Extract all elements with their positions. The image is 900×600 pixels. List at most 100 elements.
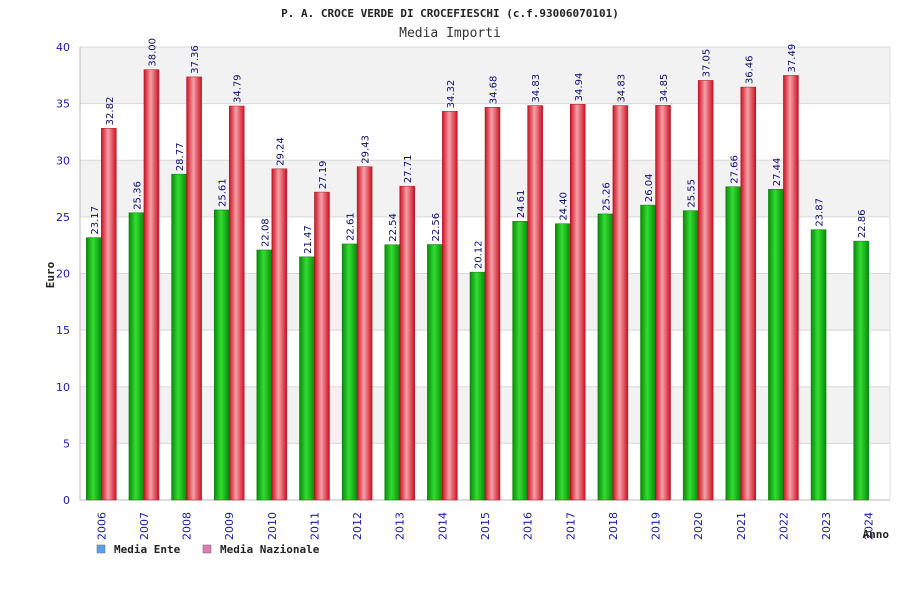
x-tick-label: 2014 [436, 512, 449, 540]
data-label-media-ente-2012: 22.61 [346, 212, 357, 241]
y-tick-label: 15 [56, 324, 70, 337]
y-tick-label: 30 [56, 154, 70, 167]
bar-media-ente-2018 [597, 213, 614, 501]
bar-media-nazionale-2009 [228, 105, 245, 501]
data-label-media-nazionale-2018: 34.83 [616, 74, 627, 103]
data-label-media-ente-2023: 23.87 [815, 198, 826, 227]
bar-media-nazionale-2006 [101, 128, 117, 501]
y-tick-label: 40 [56, 41, 70, 54]
legend-swatch-media-ente [96, 544, 106, 554]
bar-media-nazionale-2021 [740, 86, 757, 501]
data-label-media-ente-2021: 27.66 [729, 155, 740, 184]
data-label-media-nazionale-2020: 37.05 [702, 49, 713, 78]
data-label-media-ente-2011: 21.47 [303, 225, 314, 254]
data-label-media-ente-2009: 25.61 [218, 178, 229, 207]
bar-media-ente-2008 [171, 173, 187, 501]
x-tick-label: 2008 [181, 512, 194, 540]
bar-media-nazionale-2012 [356, 166, 373, 501]
x-tick-label: 2016 [522, 512, 535, 540]
x-tick-label: 2022 [777, 512, 790, 540]
x-tick-label: 2021 [735, 512, 748, 540]
data-label-media-ente-2022: 27.44 [772, 158, 783, 187]
chart-subtitle: Media Importi [399, 26, 501, 41]
x-tick-label: 2024 [863, 512, 876, 540]
data-label-media-ente-2010: 22.08 [260, 218, 271, 247]
x-tick-label: 2015 [479, 512, 492, 540]
data-label-media-nazionale-2015: 34.68 [489, 76, 500, 105]
x-tick-label: 2009 [223, 512, 236, 540]
data-label-media-ente-2007: 25.36 [132, 181, 143, 210]
data-label-media-nazionale-2012: 29.43 [361, 135, 372, 164]
data-label-media-nazionale-2013: 27.71 [403, 155, 414, 184]
x-tick-label: 2011 [308, 512, 321, 540]
y-tick-label: 35 [56, 98, 70, 111]
data-label-media-nazionale-2021: 36.46 [744, 55, 755, 84]
bar-media-ente-2016 [512, 221, 528, 501]
bar-media-nazionale-2017 [570, 104, 586, 501]
bar-media-ente-2006 [86, 237, 102, 501]
data-label-media-ente-2016: 24.61 [516, 190, 527, 219]
legend-label-media-ente: Media Ente [114, 543, 181, 556]
y-axis-label: Euro [44, 261, 57, 288]
data-label-media-nazionale-2011: 27.19 [318, 160, 329, 189]
bar-media-nazionale-2019 [655, 105, 671, 501]
bar-media-ente-2024 [853, 240, 869, 501]
x-tick-label: 2007 [138, 512, 151, 540]
bar-media-ente-2023 [810, 229, 827, 501]
bar-media-ente-2010 [256, 249, 273, 501]
data-label-media-ente-2020: 25.55 [687, 179, 698, 208]
bar-media-nazionale-2013 [399, 185, 415, 501]
y-tick-label: 0 [63, 494, 70, 507]
data-label-media-nazionale-2019: 34.85 [659, 74, 670, 103]
bar-media-ente-2009 [213, 209, 230, 501]
legend: Media Ente Media Nazionale [96, 543, 320, 556]
bar-media-ente-2020 [682, 210, 699, 501]
bar-media-nazionale-2015 [484, 106, 501, 501]
data-label-media-nazionale-2006: 32.82 [105, 97, 116, 126]
bar-media-ente-2015 [469, 271, 486, 501]
data-label-media-ente-2018: 25.26 [601, 182, 612, 211]
bar-media-ente-2021 [725, 186, 742, 501]
bars [86, 69, 869, 501]
bar-media-nazionale-2022 [783, 75, 799, 501]
bar-media-ente-2017 [555, 223, 571, 501]
y-tick-label: 5 [63, 437, 70, 450]
data-label-media-ente-2015: 20.12 [474, 241, 485, 270]
data-label-media-ente-2017: 24.40 [559, 192, 570, 221]
data-label-media-ente-2006: 23.17 [90, 206, 101, 235]
data-label-media-nazionale-2009: 34.79 [233, 74, 244, 103]
bar-media-nazionale-2016 [527, 105, 543, 501]
legend-label-media-nazionale: Media Nazionale [220, 543, 320, 556]
x-tick-label: 2017 [564, 512, 577, 540]
legend-swatch-media-nazionale [202, 544, 212, 554]
y-tick-label: 20 [56, 268, 70, 281]
chart-title: P. A. CROCE VERDE DI CROCEFIESCHI (c.f.9… [281, 7, 619, 20]
bar-media-ente-2022 [768, 188, 784, 501]
bar-media-nazionale-2020 [697, 80, 714, 501]
y-tick-label: 10 [56, 381, 70, 394]
data-label-media-nazionale-2022: 37.49 [787, 44, 798, 73]
data-label-media-ente-2008: 28.77 [175, 143, 186, 172]
x-tick-label: 2019 [650, 512, 663, 540]
data-label-media-nazionale-2016: 34.83 [531, 74, 542, 103]
bar-media-ente-2012 [341, 243, 358, 501]
bar-media-ente-2011 [299, 256, 315, 501]
bar-media-nazionale-2007 [143, 69, 160, 501]
bar-media-ente-2019 [640, 204, 656, 501]
data-label-media-nazionale-2017: 34.94 [574, 73, 585, 102]
bar-media-nazionale-2008 [186, 76, 202, 501]
data-label-media-ente-2013: 22.54 [388, 213, 399, 242]
x-tick-label: 2023 [820, 512, 833, 540]
data-label-media-nazionale-2010: 29.24 [275, 137, 286, 166]
bar-media-ente-2007 [128, 212, 145, 501]
x-axis-label: Anno [863, 528, 890, 541]
bar-media-ente-2014 [427, 244, 443, 501]
y-tick-label: 25 [56, 211, 70, 224]
bar-media-nazionale-2010 [271, 168, 288, 501]
data-label-media-ente-2024: 22.86 [857, 209, 868, 238]
x-tick-label: 2010 [266, 512, 279, 540]
x-tick-label: 2018 [607, 512, 620, 540]
data-labels: 23.17 32.82 25.36 38.00 28.77 37.36 25.61 34.79… [90, 38, 868, 269]
bar-media-nazionale-2014 [442, 111, 458, 501]
